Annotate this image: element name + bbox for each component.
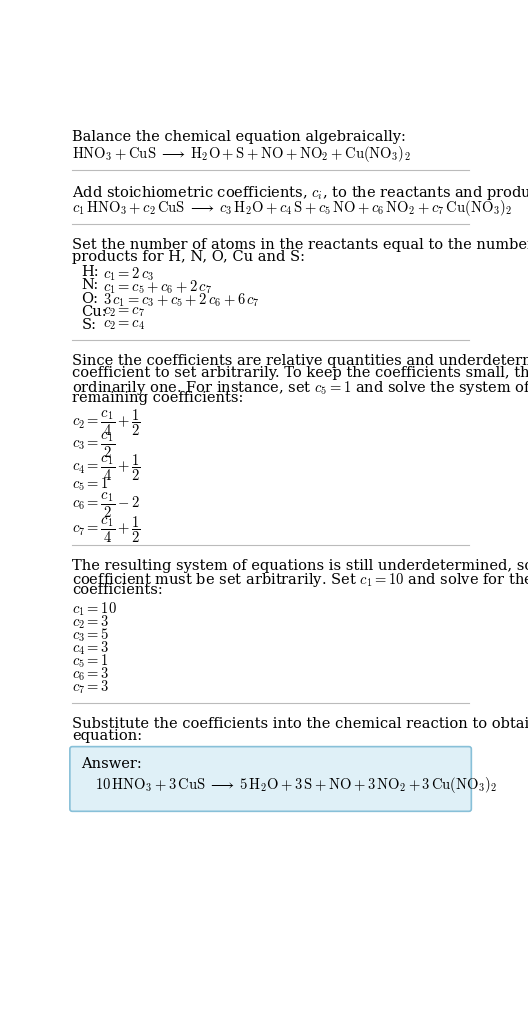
Text: Add stoichiometric coefficients, $c_i$, to the reactants and products:: Add stoichiometric coefficients, $c_i$, … (72, 184, 528, 202)
Text: equation:: equation: (72, 729, 143, 743)
Text: $c_6 = 3$: $c_6 = 3$ (72, 666, 110, 683)
Text: $c_7 = 3$: $c_7 = 3$ (72, 679, 110, 696)
Text: remaining coefficients:: remaining coefficients: (72, 391, 243, 405)
Text: The resulting system of equations is still underdetermined, so an additional: The resulting system of equations is sti… (72, 559, 528, 573)
Text: ordinarily one. For instance, set $c_5 = 1$ and solve the system of equations fo: ordinarily one. For instance, set $c_5 =… (72, 379, 528, 397)
FancyBboxPatch shape (70, 746, 472, 811)
Text: $c_1\,\mathrm{HNO_3} + c_2\,\mathrm{CuS} \;\longrightarrow\; c_3\,\mathrm{H_2O} : $c_1\,\mathrm{HNO_3} + c_2\,\mathrm{CuS}… (72, 197, 512, 218)
Text: coefficients:: coefficients: (72, 583, 163, 598)
Text: products for H, N, O, Cu and S:: products for H, N, O, Cu and S: (72, 250, 305, 264)
Text: $c_6 = \dfrac{c_1}{2} - 2$: $c_6 = \dfrac{c_1}{2} - 2$ (72, 491, 140, 520)
Text: $c_2 = c_4$: $c_2 = c_4$ (103, 318, 145, 332)
Text: $\mathrm{HNO_3 + CuS \;\longrightarrow\; H_2O + S + NO + NO_2 + Cu(NO_3)_2}$: $\mathrm{HNO_3 + CuS \;\longrightarrow\;… (72, 144, 411, 164)
Text: coefficient must be set arbitrarily. Set $c_1 = 10$ and solve for the remaining: coefficient must be set arbitrarily. Set… (72, 571, 528, 589)
Text: Cu:: Cu: (81, 304, 107, 319)
Text: $c_4 = \dfrac{c_1}{4} + \dfrac{1}{2}$: $c_4 = \dfrac{c_1}{4} + \dfrac{1}{2}$ (72, 452, 141, 484)
Text: coefficient to set arbitrarily. To keep the coefficients small, the arbitrary va: coefficient to set arbitrarily. To keep … (72, 366, 528, 381)
Text: $c_5 = 1$: $c_5 = 1$ (72, 653, 109, 670)
Text: H:: H: (81, 266, 99, 279)
Text: $3\,c_1 = c_3 + c_5 + 2\,c_6 + 6\,c_7$: $3\,c_1 = c_3 + c_5 + 2\,c_6 + 6\,c_7$ (103, 291, 260, 309)
Text: $c_3 = 5$: $c_3 = 5$ (72, 626, 110, 644)
Text: $c_5 = 1$: $c_5 = 1$ (72, 475, 109, 493)
Text: Substitute the coefficients into the chemical reaction to obtain the balanced: Substitute the coefficients into the che… (72, 717, 528, 731)
Text: $c_7 = \dfrac{c_1}{4} + \dfrac{1}{2}$: $c_7 = \dfrac{c_1}{4} + \dfrac{1}{2}$ (72, 514, 141, 545)
Text: $c_3 = \dfrac{c_1}{2}$: $c_3 = \dfrac{c_1}{2}$ (72, 431, 115, 460)
Text: Set the number of atoms in the reactants equal to the number of atoms in the: Set the number of atoms in the reactants… (72, 237, 528, 251)
Text: $c_1 = 2\,c_3$: $c_1 = 2\,c_3$ (103, 266, 154, 283)
Text: $c_4 = 3$: $c_4 = 3$ (72, 639, 110, 657)
Text: S:: S: (81, 318, 97, 332)
Text: Since the coefficients are relative quantities and underdetermined, choose a: Since the coefficients are relative quan… (72, 354, 528, 367)
Text: $c_1 = 10$: $c_1 = 10$ (72, 601, 117, 618)
Text: $c_2 = c_7$: $c_2 = c_7$ (103, 304, 145, 319)
Text: N:: N: (81, 279, 99, 292)
Text: O:: O: (81, 291, 99, 305)
Text: $c_2 = 3$: $c_2 = 3$ (72, 614, 110, 631)
Text: Balance the chemical equation algebraically:: Balance the chemical equation algebraica… (72, 130, 406, 144)
Text: $c_2 = \dfrac{c_1}{4} + \dfrac{1}{2}$: $c_2 = \dfrac{c_1}{4} + \dfrac{1}{2}$ (72, 408, 141, 439)
Text: $c_1 = c_5 + c_6 + 2\,c_7$: $c_1 = c_5 + c_6 + 2\,c_7$ (103, 279, 212, 296)
Text: $10\,\mathrm{HNO_3} + 3\,\mathrm{CuS} \;\longrightarrow\; 5\,\mathrm{H_2O} + 3\,: $10\,\mathrm{HNO_3} + 3\,\mathrm{CuS} \;… (96, 775, 498, 795)
Text: Answer:: Answer: (81, 756, 142, 771)
